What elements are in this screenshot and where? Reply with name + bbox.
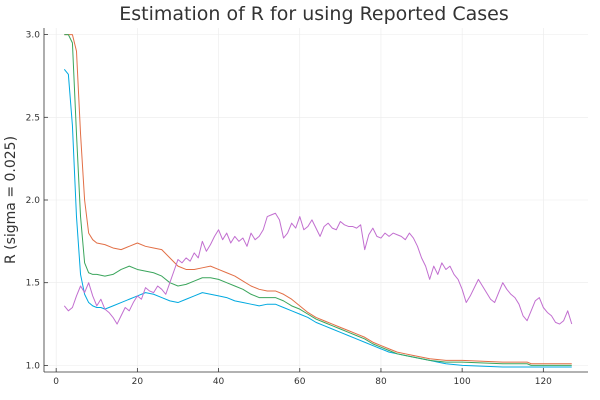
series-line-3 <box>64 34 572 366</box>
y-axis-label: R (sigma = 0.025) <box>3 136 19 264</box>
series-group <box>63 34 573 368</box>
y-tick-label: 1.0 <box>26 361 41 371</box>
y-tick-label: 2.5 <box>26 113 40 123</box>
x-tick-label: 100 <box>454 377 471 387</box>
x-tick-label: 0 <box>53 377 59 387</box>
y-tick-label: 3.0 <box>26 31 41 41</box>
y-tick-label: 2.0 <box>26 196 41 206</box>
grid <box>44 28 588 372</box>
series-line-1 <box>63 69 572 368</box>
x-tick-label: 60 <box>294 377 306 387</box>
y-tick-label: 1.5 <box>26 279 40 289</box>
x-tick-label: 20 <box>132 377 144 387</box>
tick-labels: 0 20 40 60 80 100 120 1.0 1.5 2.0 2.5 3.0 <box>26 31 553 387</box>
series-line-2 <box>64 34 572 365</box>
x-tick-label: 120 <box>535 377 552 387</box>
series-line-4 <box>63 212 573 325</box>
chart-title: Estimation of R for using Reported Cases <box>119 3 509 25</box>
axes <box>43 28 588 373</box>
x-tick-label: 80 <box>375 377 387 387</box>
x-tick-label: 40 <box>213 377 225 387</box>
